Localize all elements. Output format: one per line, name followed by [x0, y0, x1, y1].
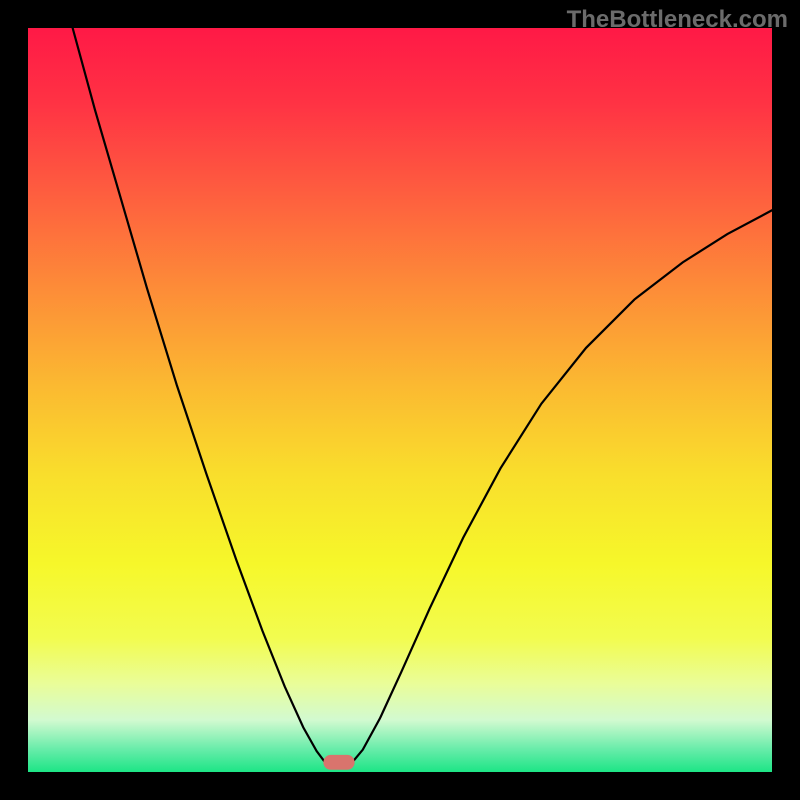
bottleneck-chart	[0, 0, 800, 800]
chart-background	[28, 28, 772, 772]
figure-root: TheBottleneck.com	[0, 0, 800, 800]
minimum-marker	[323, 755, 354, 770]
watermark-text: TheBottleneck.com	[567, 6, 788, 34]
